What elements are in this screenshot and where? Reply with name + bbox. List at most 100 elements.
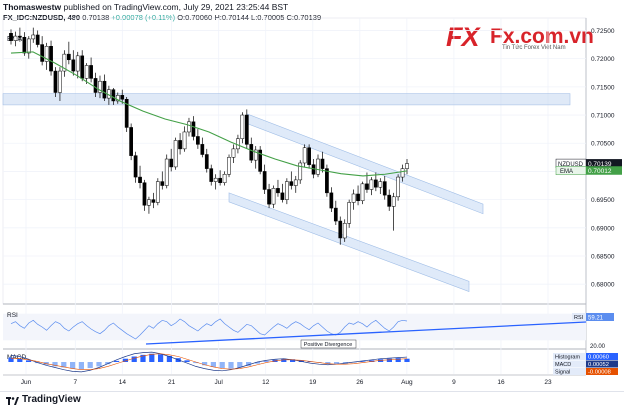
candle-body (365, 183, 369, 190)
candle-body (307, 147, 311, 165)
candle-body (333, 207, 338, 222)
macd-histogram-bar (78, 362, 84, 370)
candle-body (35, 34, 40, 45)
macd-value-box (586, 353, 618, 360)
candle-body (93, 78, 98, 93)
candle-body (369, 179, 374, 190)
publish-line: Thomaswestw published on TradingView.com… (3, 2, 288, 12)
candle-body (62, 53, 67, 72)
candle-body (9, 33, 13, 41)
macd-signal-line (11, 353, 408, 371)
candle-body (240, 114, 245, 139)
macd-label-name: MACD (555, 362, 571, 368)
macd-histogram-bar (8, 357, 14, 362)
macd-label-name: Signal (555, 370, 570, 376)
chart-canvas[interactable]: 0.72500 0.72000 0.71500 0.71000 0.70500 0.700… (0, 0, 624, 391)
macd-histogram-bar (52, 362, 58, 367)
macd-histogram-bar (114, 360, 120, 362)
candle-body (84, 65, 89, 79)
y-tick-label: 0.71500 (591, 84, 615, 91)
candle-body (231, 148, 236, 158)
y-tick-label: 0.72500 (591, 28, 615, 35)
macd-title: MACD (7, 354, 26, 361)
candle-body (244, 114, 249, 145)
macd-histogram-bar (281, 358, 287, 362)
macd-label-box (553, 368, 586, 375)
ohlc-low: L:0.70005 (251, 13, 285, 22)
candle-body (227, 157, 231, 175)
price-label-name: NZDUSD (558, 162, 584, 168)
candle-body (151, 199, 156, 203)
candle-body (44, 45, 49, 62)
candle-body (325, 168, 329, 194)
candle-body (396, 176, 400, 198)
macd-histogram-bar (263, 361, 269, 362)
candle-body (80, 55, 85, 79)
y-tick-label: 0.69500 (591, 197, 615, 204)
candle-body (138, 176, 142, 183)
candle-body (71, 59, 76, 72)
candle-body (280, 192, 285, 200)
x-tick-label: Jul (215, 379, 224, 386)
rsi-label-box (572, 313, 586, 321)
macd-histogram-bar (290, 359, 296, 362)
macd-value-box (586, 360, 618, 368)
y-tick-label: 0.70500 (591, 141, 615, 148)
candle-body (285, 181, 289, 200)
y-tick-label: 0.68500 (591, 254, 615, 261)
candle-body (191, 121, 196, 137)
candle-body (53, 70, 58, 93)
candle-body (249, 144, 254, 161)
candle-body (111, 89, 116, 102)
ohlc-close: C:0.70139 (286, 13, 322, 22)
candle-body (236, 138, 240, 150)
candle-body (374, 179, 378, 188)
macd-histogram-bar (26, 360, 32, 362)
candle-body (204, 154, 209, 169)
candle-body (129, 127, 133, 156)
y-tick-label: 0.68000 (591, 282, 615, 289)
candle-body (293, 179, 298, 186)
ohlc-high: H:0.70144 (214, 13, 249, 22)
candle-body (58, 70, 62, 93)
candle-body (142, 182, 147, 206)
macd-line (10, 351, 408, 373)
candle-body (147, 199, 151, 206)
candle-body (391, 196, 396, 207)
candle-body (49, 45, 53, 72)
macd-value-text: 0.00060 (588, 355, 609, 361)
candle-body (26, 38, 31, 54)
y-tick-label: 0.69000 (591, 225, 615, 232)
macd-histogram-bar (334, 362, 340, 365)
candle-body (400, 168, 405, 178)
x-tick-label: 26 (356, 379, 364, 386)
macd-label-name: Histogram (555, 355, 580, 361)
x-tick-label: Jun (21, 379, 32, 386)
candle-body (276, 188, 280, 194)
macd-histogram-bar (17, 358, 23, 362)
publish-info: published on TradingView.com, July 29, 2… (63, 2, 289, 12)
macd-histogram-bar (158, 354, 164, 362)
rsi-label-name: RSI (574, 315, 584, 321)
macd-value-text: 0.00052 (588, 362, 609, 368)
macd-histogram-bar (219, 362, 225, 369)
candle-body (164, 158, 169, 186)
macd-histogram-bar (166, 355, 172, 362)
candle-body (222, 174, 227, 183)
candle-body (320, 158, 325, 169)
ema-value-box (586, 166, 622, 175)
macd-histogram-bar (149, 353, 155, 362)
candle-body (40, 44, 44, 62)
macd-histogram-bar (122, 358, 128, 362)
price-value-box (586, 159, 622, 168)
candle-body (347, 202, 352, 224)
logo-tagline: Tin Tức Forex Việt Nam (502, 45, 566, 51)
candle-body (187, 121, 191, 133)
price-change: +0.00078 (+0.11%) (111, 13, 176, 22)
rsi-title: RSI (7, 312, 18, 319)
macd-histogram-bar (70, 362, 76, 369)
macd-histogram-bar (87, 362, 93, 369)
footer-bar: TradingView (0, 391, 624, 411)
candle-body (120, 95, 125, 100)
symbol-line: FX_IDC:NZDUSD, 480 0.70138 +0.00078 (+0.… (3, 13, 321, 22)
